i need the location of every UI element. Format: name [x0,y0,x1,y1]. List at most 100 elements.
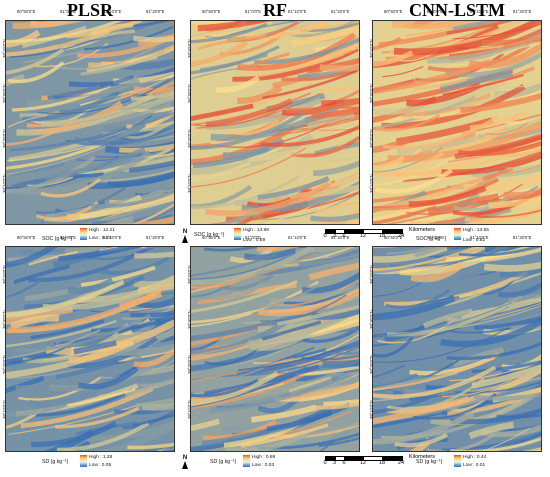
legend-quantity: SOC (g kg⁻¹) [194,232,225,238]
scale-tick-label: 3 [332,460,337,466]
latitude-label: 38°30'0"N [2,310,7,329]
map-sd-plsr: 80°50'0"E 81°0'0"E 81°10'0"E 81°20'0"E 38°40… [2,235,175,452]
map-raster [372,246,542,452]
legend-low: Low : 0.03 [252,463,275,468]
scale-tick-label: 0 [323,233,327,239]
map-sd-rf: 80°50'0"E 81°0'0"E 81°10'0"E 81°20'0"E 38°40… [187,235,360,452]
latitude-label: 38°20'0"N [2,355,7,374]
longitude-label: 81°10'0"E [470,235,489,240]
longitude-label: 80°50'0"E [202,9,221,14]
legend-color-ramp [454,228,461,240]
latitude-label: 38°30'0"N [2,84,7,103]
legend-color-ramp [454,455,461,467]
legend-quantity: SD (g kg⁻¹) [416,459,443,465]
legend-low: Low : 0.59 [243,238,266,243]
scale-unit: Kilometers [409,227,435,233]
map-raster [190,246,360,452]
north-arrow-top: N [181,229,189,243]
north-label: N [182,455,188,461]
latitude-label: 38°20'0"N [369,355,374,374]
north-label: N [182,229,188,235]
north-arrow-icon [182,461,188,469]
latitude-label: 38°20'0"N [187,355,192,374]
title-plsr: PLSR [66,0,113,20]
longitude-label: 81°10'0"E [103,9,122,14]
scale-tick-label: 6 [342,233,346,239]
longitude-label: 81°0'0"E [60,9,77,14]
legend-soc-cnn-lstm: SOC (g kg⁻¹) High : 13.65 Low : 0.82 [416,228,516,244]
north-arrow-icon [182,235,188,243]
legend-quantity: SD (g kg⁻¹) [42,459,69,465]
scale-unit: Kilometers [409,454,435,460]
title-cnn-lstm: CNN-LSTM [408,0,505,20]
title-rf: RF [263,0,287,20]
scale-tick-label: 6 [342,460,346,466]
latitude-label: 38°40'0"N [187,265,192,284]
legend-high: High : 0.44 [463,455,487,460]
legend-high: High : 13.65 [463,228,489,233]
longitude-label: 81°10'0"E [288,9,307,14]
longitude-label: 81°20'0"E [146,235,165,240]
longitude-label: 81°10'0"E [103,235,122,240]
scale-tick-label: 18 [378,233,386,239]
latitude-label: 38°10'0"N [2,400,7,419]
longitude-label: 80°50'0"E [384,9,403,14]
legend-sd-rf: SD (g kg⁻¹) High : 0.69 Low : 0.03 [210,455,280,471]
longitude-label: 81°20'0"E [146,9,165,14]
legend-low: Low : 0.05 [89,463,112,468]
scale-tick-label: 24 [397,233,405,239]
legend-low: Low : 0.33 [89,236,112,241]
legend-color-ramp [243,455,250,467]
longitude-label: 80°50'0"E [17,235,36,240]
latitude-label: 38°40'0"N [2,39,7,58]
latitude-label: 38°40'0"N [2,265,7,284]
longitude-label: 81°20'0"E [513,235,532,240]
scale-tick-label: 0 [323,460,327,466]
legend-low: Low : 0.82 [463,238,486,243]
legend-high: High : 0.69 [252,455,276,460]
north-arrow-bottom: N [181,455,189,469]
latitude-label: 38°40'0"N [369,39,374,58]
latitude-label: 38°10'0"N [2,174,7,193]
legend-color-ramp [80,228,87,240]
latitude-label: 38°20'0"N [2,129,7,148]
map-raster [5,20,175,225]
latitude-label: 38°10'0"N [187,174,192,193]
legend-sd-plsr: SD (g kg⁻¹) High : 1.28 Low : 0.05 [42,455,142,471]
map-soc-cnn-lstm: 80°50'0"E 81°0'0"E 81°10'0"E 81°20'0"E 38°40… [369,9,542,225]
longitude-label: 81°0'0"E [245,9,262,14]
legend-high: High : 13.98 [243,228,269,233]
scale-tick-label: 12 [359,233,367,239]
legend-soc-rf: SOC (g kg⁻¹) High : 13.98 Low : 0.59 [194,228,269,244]
scale-segment [382,229,403,234]
latitude-label: 38°30'0"N [369,310,374,329]
map-raster [372,20,542,225]
map-raster [190,20,360,225]
longitude-label: 80°50'0"E [384,235,403,240]
legend-soc-plsr: SOC (g kg⁻¹) High : 12.21 Low : 0.33 [42,228,142,244]
legend-sd-cnn-lstm: SD (g kg⁻¹) High : 0.44 Low : 0.01 [416,455,516,471]
latitude-label: 38°40'0"N [369,265,374,284]
latitude-label: 38°20'0"N [187,129,192,148]
legend-color-ramp [234,228,241,240]
legend-low: Low : 0.01 [463,463,486,468]
longitude-label: 80°50'0"E [17,9,36,14]
map-soc-plsr: 80°50'0"E 81°0'0"E 81°10'0"E 81°20'0"E 38°40… [2,9,175,225]
map-sd-cnn-lstm: 80°50'0"E 81°0'0"E 81°10'0"E 81°20'0"E 38°40… [369,235,542,452]
scale-tick-label: 12 [359,460,367,466]
longitude-label: 81°20'0"E [331,235,350,240]
longitude-label: 81°10'0"E [288,235,307,240]
legend-color-ramp [80,455,87,467]
latitude-label: 38°20'0"N [369,129,374,148]
map-soc-rf: 80°50'0"E 81°0'0"E 81°10'0"E 81°20'0"E 38°40… [187,9,360,225]
scale-segment [382,456,403,461]
scale-bar-top: 0 3 6 12 18 24 Kilometers [323,227,435,247]
latitude-label: 38°30'0"N [187,84,192,103]
latitude-label: 38°30'0"N [369,84,374,103]
longitude-label: 81°0'0"E [427,235,444,240]
legend-quantity: SOC (g kg⁻¹) [416,236,447,242]
latitude-label: 38°30'0"N [187,310,192,329]
longitude-label: 81°10'0"E [470,9,489,14]
latitude-label: 38°40'0"N [187,39,192,58]
scale-tick-label: 3 [332,233,337,239]
